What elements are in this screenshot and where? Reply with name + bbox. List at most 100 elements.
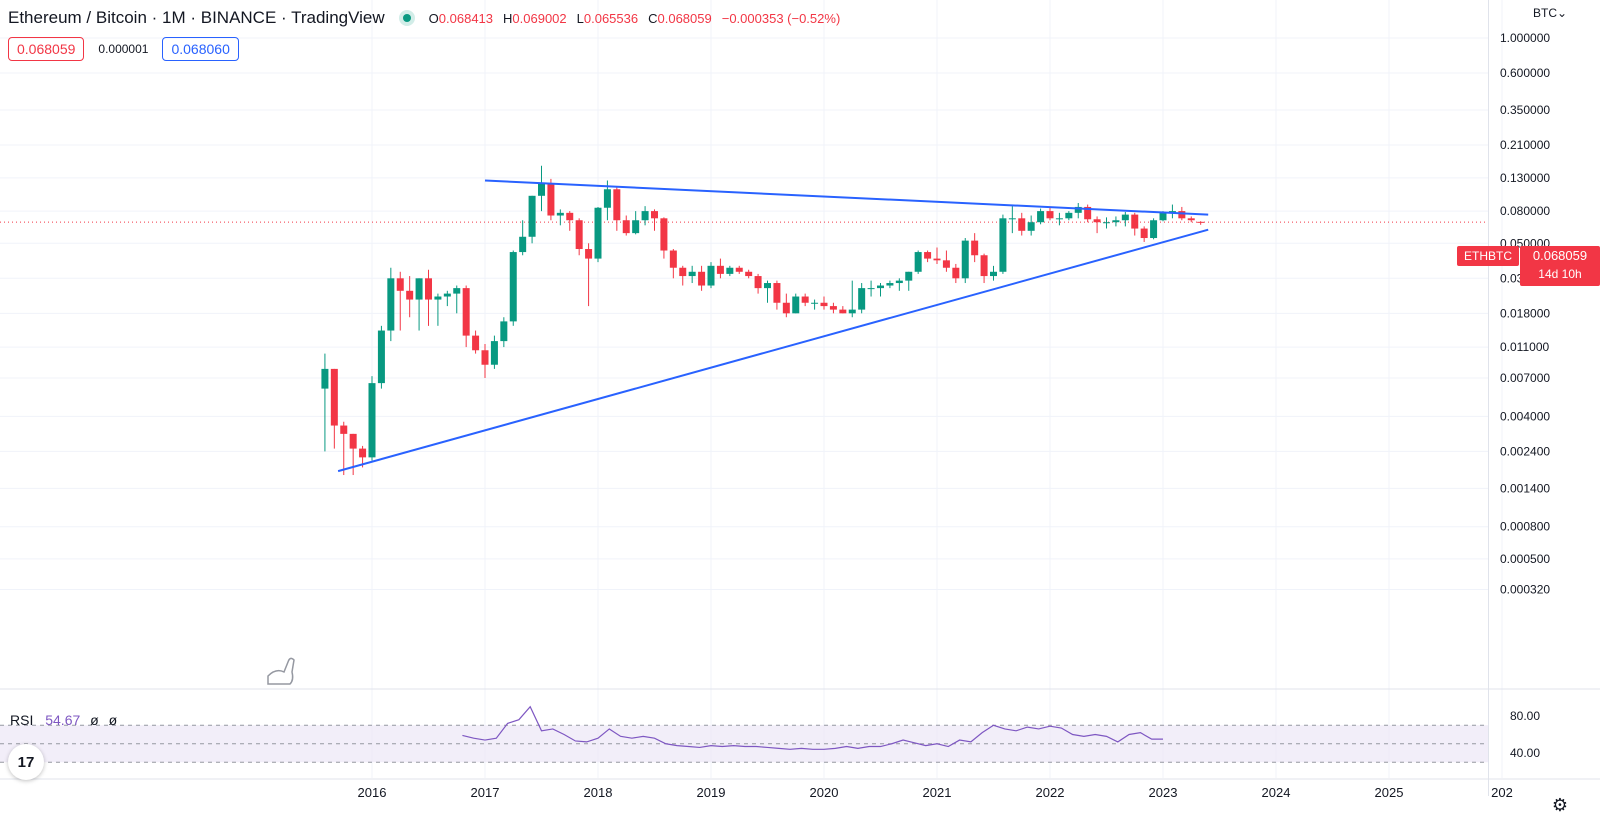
candle [801, 293, 809, 307]
time-tick-label: 2019 [697, 785, 726, 800]
candle-body [585, 249, 593, 259]
candle-body [330, 368, 338, 426]
candle-body [933, 258, 941, 261]
candle [1103, 217, 1110, 229]
time-axis-labels: 2016 2017 2018 2019 2020 2021 2022 2023 2024 2025… [358, 785, 1513, 800]
price-tick-label: 0.007000 [1500, 371, 1550, 385]
candle [425, 269, 432, 326]
candle-body [1065, 212, 1073, 219]
candle-body [1037, 211, 1045, 223]
price-tick-label: 0.130000 [1500, 171, 1550, 185]
candle-body [509, 252, 517, 322]
price-tick-label: 0.080000 [1500, 204, 1550, 218]
rsi-tick-label: 80.00 [1510, 709, 1540, 723]
candle-body [754, 276, 762, 289]
candle [377, 325, 385, 389]
candle [735, 265, 743, 274]
candle [1074, 203, 1082, 219]
candle-body [462, 288, 470, 336]
candle [933, 247, 941, 264]
candle-body [340, 425, 348, 434]
candle [924, 250, 932, 263]
sell-button[interactable]: 0.068059 [8, 37, 85, 61]
symbol-title[interactable]: Ethereum / Bitcoin · 1M · BINANCE · Trad… [8, 8, 385, 27]
candle-body [547, 183, 555, 216]
candle [321, 353, 329, 452]
price-tick-label: 0.011000 [1500, 340, 1549, 354]
candle-body [651, 211, 658, 219]
candle-body [396, 278, 404, 291]
candle-body [895, 280, 903, 284]
candle [848, 280, 856, 318]
candle-body [528, 195, 536, 237]
time-tick-label: 2018 [584, 785, 613, 800]
price-axis[interactable] [1488, 0, 1600, 796]
currency-label: BTC [1533, 6, 1557, 20]
candle-body [1008, 218, 1016, 220]
time-tick-label: 2020 [810, 785, 839, 800]
candle-body [556, 212, 564, 216]
candle [594, 206, 602, 263]
price-tick-label: 0.350000 [1500, 103, 1550, 117]
candle-body [1093, 219, 1101, 223]
buy-button[interactable]: 0.068060 [162, 37, 239, 61]
time-tick-label: 2017 [471, 785, 500, 800]
candle [990, 265, 997, 281]
candles [321, 165, 1205, 476]
candle-body [773, 283, 781, 303]
candle-body [425, 278, 432, 300]
bar-countdown: 14d 10h [1538, 267, 1582, 281]
candle-body [1178, 211, 1186, 219]
candle-body [1131, 214, 1139, 229]
candle-body [914, 252, 922, 272]
candle-body [1159, 212, 1167, 221]
candle [942, 250, 950, 272]
candle [472, 330, 480, 354]
grid-lines [0, 0, 1503, 778]
candle-body [349, 433, 357, 449]
price-tick-label: 0.000800 [1500, 520, 1550, 534]
candle [368, 376, 376, 461]
candle [1018, 212, 1026, 236]
ohlc-high: H0.069002 [503, 11, 567, 26]
candle [820, 296, 828, 310]
rsi-legend[interactable]: RSI 54.67 ø ø [10, 712, 117, 728]
candle [575, 218, 583, 256]
bid-ask-row: 0.068059 0.000001 0.068060 [8, 37, 239, 61]
trendline-resistance [484, 179, 1209, 216]
candle-body [490, 341, 498, 365]
ohlc-open: O0.068413 [429, 11, 493, 26]
rsi-line [462, 705, 1163, 750]
candle-body [1018, 218, 1026, 231]
candle-body [829, 306, 837, 310]
ohlc-low: L0.065536 [577, 11, 638, 26]
ohlc-high-value: 0.069002 [512, 10, 567, 26]
candle [764, 280, 771, 303]
candle-body [961, 240, 969, 279]
tradingview-logo-icon[interactable]: 17 [8, 744, 44, 780]
candle [443, 290, 451, 307]
rsi-axis-labels: 80.00 40.00 [1510, 709, 1540, 760]
candle [858, 283, 866, 314]
candle [519, 220, 527, 256]
candle-body [877, 285, 884, 289]
candle [782, 293, 790, 318]
candle-body [924, 252, 932, 259]
candle-body [688, 271, 696, 277]
candle [773, 280, 781, 310]
price-tick-label: 0.000500 [1500, 552, 1550, 566]
currency-selector[interactable]: BTC⌄ [1533, 6, 1567, 20]
candle [1008, 206, 1016, 234]
candle-body [387, 278, 395, 331]
candle-body [726, 267, 734, 274]
candle-body [735, 267, 743, 272]
candle [726, 265, 734, 277]
candle-body [472, 335, 480, 351]
candle-body [858, 288, 866, 310]
market-open-status-icon [402, 14, 411, 22]
candle [669, 249, 677, 279]
time-tick-label: 2024 [1262, 785, 1291, 800]
candle [585, 243, 593, 307]
gear-icon[interactable]: ⚙ [1551, 795, 1569, 815]
